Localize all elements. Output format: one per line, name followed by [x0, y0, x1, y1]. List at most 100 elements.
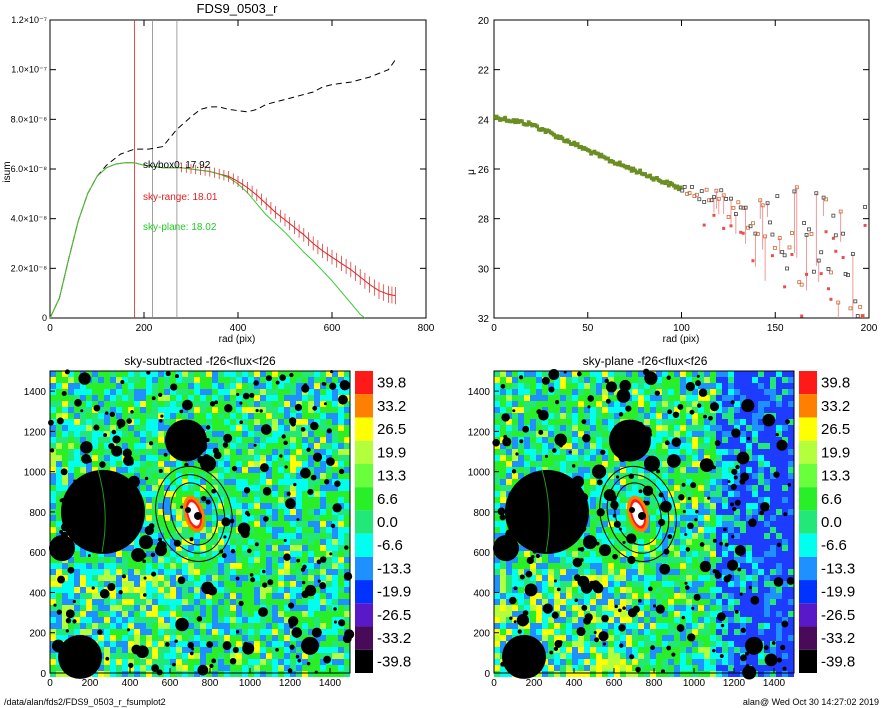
image-pixel	[128, 599, 134, 605]
image-pixel	[758, 437, 764, 443]
image-pixel	[152, 659, 158, 665]
image-pixel	[566, 431, 572, 437]
image-pixel	[536, 395, 542, 401]
image-pixel	[716, 521, 722, 527]
image-pixel	[86, 371, 92, 377]
masked-star	[111, 445, 123, 457]
image-pixel	[746, 545, 752, 551]
image-pixel	[776, 509, 782, 515]
image-pixel	[104, 461, 110, 467]
image-pixel	[212, 599, 218, 605]
image-pixel	[212, 455, 218, 461]
sb-point	[797, 280, 802, 285]
image-pixel	[266, 461, 272, 467]
image-pixel	[272, 491, 278, 497]
image-pixel	[278, 479, 284, 485]
image-pixel	[752, 431, 758, 437]
image-pixel	[596, 539, 602, 545]
image-pixel	[182, 479, 188, 485]
image-pixel	[752, 407, 758, 413]
image-pixel	[290, 671, 296, 677]
image-pixel	[92, 635, 98, 641]
image-pixel	[212, 671, 218, 677]
image-pixel	[290, 389, 296, 395]
image-pixel	[86, 431, 92, 437]
image-pixel	[716, 485, 722, 491]
image-pixel	[74, 605, 80, 611]
image-pixel	[326, 533, 332, 539]
image-pixel	[584, 431, 590, 437]
image-pixel	[134, 413, 140, 419]
colorbar-label: 19.9	[377, 444, 406, 461]
image-pixel	[572, 569, 578, 575]
sb-point	[724, 197, 729, 201]
image-pixel	[260, 527, 266, 533]
image-pixel	[632, 401, 638, 407]
image-pixel	[206, 383, 212, 389]
image-pixel	[602, 575, 608, 581]
masked-star	[109, 411, 116, 417]
image-pixel	[764, 401, 770, 407]
image-pixel	[164, 497, 170, 503]
image-pixel	[224, 617, 230, 623]
image-pixel	[122, 377, 128, 383]
image-pixel	[734, 509, 740, 515]
image-pixel	[50, 407, 56, 413]
image-pixel	[764, 383, 770, 389]
image-pixel	[182, 491, 188, 497]
image-pixel	[320, 569, 326, 575]
image-pixel	[296, 503, 302, 509]
image-pixel	[326, 623, 332, 629]
masked-star	[323, 402, 327, 406]
image-pixel	[740, 569, 746, 575]
image-xtick-label: 200	[82, 678, 99, 689]
image-pixel	[86, 557, 92, 563]
image-pixel	[680, 461, 686, 467]
image-pixel	[80, 419, 86, 425]
image-pixel	[338, 611, 344, 617]
image-pixel	[542, 449, 548, 455]
image-pixel	[248, 473, 254, 479]
image-pixel	[674, 563, 680, 569]
image-pixel	[716, 389, 722, 395]
image-pixel	[140, 467, 146, 473]
image-pixel	[746, 449, 752, 455]
image-pixel	[134, 587, 140, 593]
image-pixel	[614, 515, 620, 521]
image-pixel	[548, 419, 554, 425]
image-pixel	[158, 509, 164, 515]
image-pixel	[542, 557, 548, 563]
image-pixel	[662, 383, 668, 389]
image-pixel	[668, 509, 674, 515]
image-pixel	[536, 425, 542, 431]
image-pixel	[206, 671, 212, 677]
image-pixel	[152, 647, 158, 653]
image-pixel	[62, 485, 68, 491]
image-pixel	[164, 395, 170, 401]
image-pixel	[710, 497, 716, 503]
image-pixel	[86, 407, 92, 413]
image-pixel	[680, 539, 686, 545]
image-pixel	[326, 647, 332, 653]
image-pixel	[494, 467, 500, 473]
image-pixel	[224, 467, 230, 473]
image-pixel	[200, 419, 206, 425]
image-pixel	[710, 383, 716, 389]
image-pixel	[50, 521, 56, 527]
sb-point-red	[712, 213, 716, 217]
image-pixel	[332, 443, 338, 449]
image-pixel	[788, 551, 794, 557]
image-pixel	[596, 389, 602, 395]
image-pixel	[554, 413, 560, 419]
image-pixel	[692, 533, 698, 539]
image-pixel	[572, 455, 578, 461]
image-pixel	[746, 533, 752, 539]
masked-star	[275, 380, 280, 385]
image-pixel	[134, 671, 140, 677]
image-pixel	[68, 557, 74, 563]
image-pixel	[128, 389, 134, 395]
image-pixel	[188, 659, 194, 665]
image-pixel	[176, 581, 182, 587]
image-pixel	[326, 443, 332, 449]
image-pixel	[788, 503, 794, 509]
